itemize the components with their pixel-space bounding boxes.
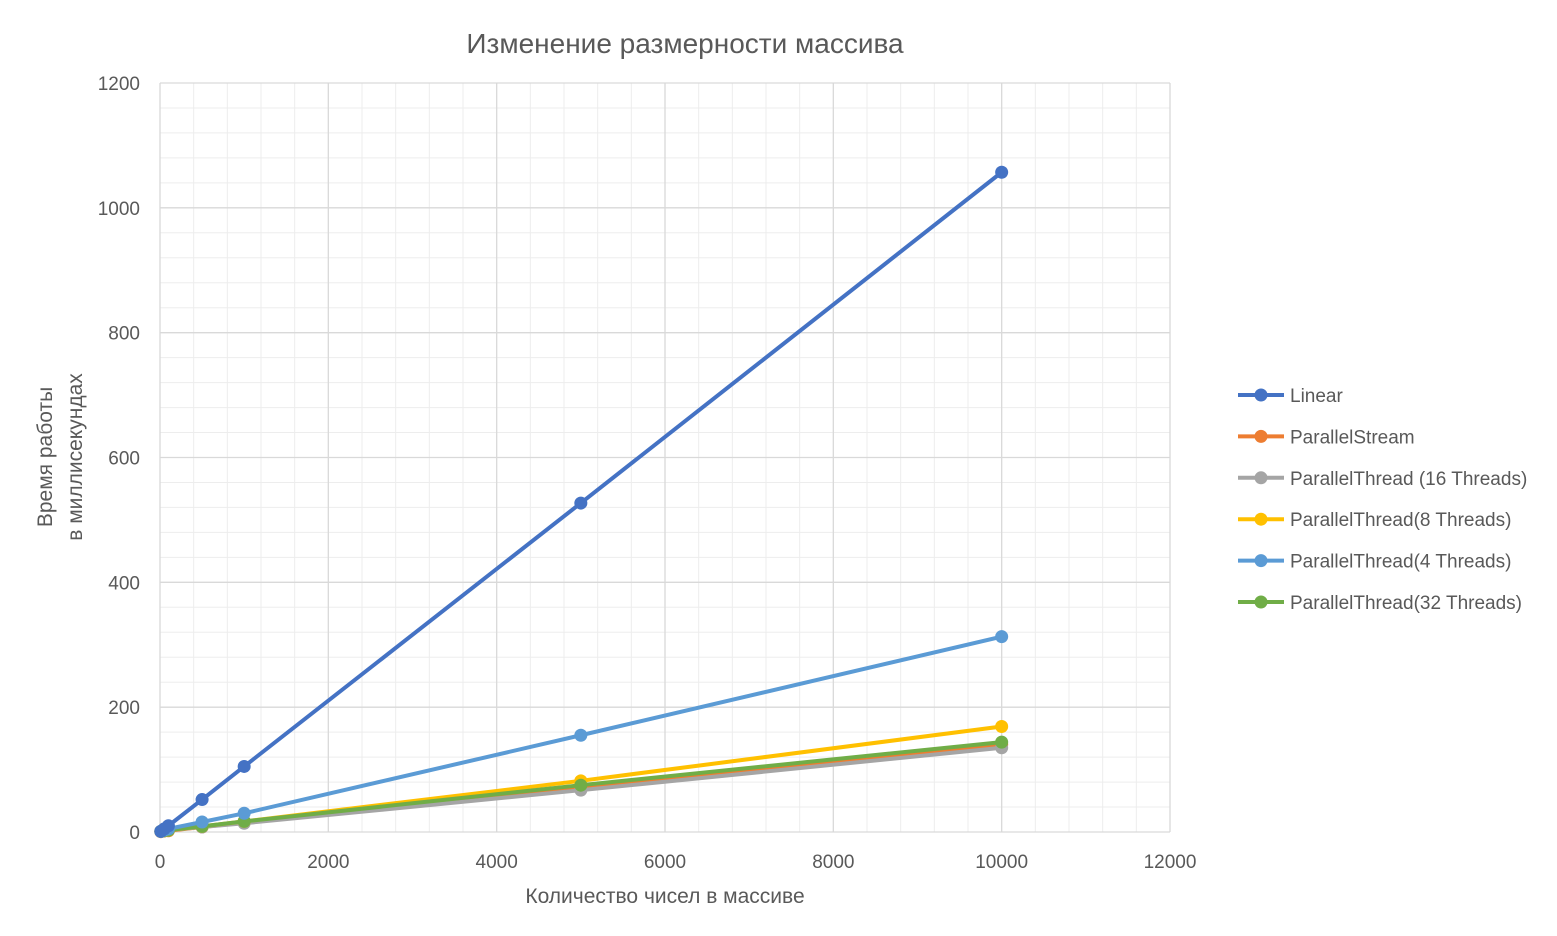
series-point [574,728,588,742]
y-axis-label-line-2: в миллисекундах [64,373,87,541]
y-tick-label: 800 [108,324,140,345]
legend-label: ParallelStream [1290,427,1415,448]
legend-marker [1254,471,1268,485]
legend-entry: ParallelStream [1238,427,1415,448]
legend-entry: ParallelThread(4 Threads) [1238,552,1511,573]
legend: Linear ParallelStream ParallelThread (16 T… [1238,386,1527,614]
series-0 [154,165,1009,838]
major-gridlines [159,82,1171,833]
series-point [161,819,175,833]
x-tick-label: 12000 [1144,852,1197,873]
chart-title: Изменение размерности массива [466,28,904,59]
series-layer [154,165,1009,839]
legend-marker [1254,429,1268,443]
x-tick-label: 0 [155,852,166,873]
y-tick-label: 200 [108,698,140,719]
series-5 [154,735,1009,838]
x-tick-label: 10000 [975,852,1028,873]
legend-entry: ParallelThread (16 Threads) [1238,469,1527,490]
x-tick-label: 4000 [476,852,518,873]
legend-entry: Linear [1238,386,1343,407]
series-point [237,806,251,820]
y-axis-ticks: 0 200 400 600 800 1000 1200 [98,74,140,844]
x-tick-label: 8000 [812,852,854,873]
series-point [574,496,588,510]
legend-label: ParallelThread(4 Threads) [1290,552,1511,573]
x-tick-label: 2000 [307,852,349,873]
series-point [995,720,1009,734]
series-point [995,165,1009,179]
legend-marker [1254,388,1268,402]
series-point [995,630,1009,644]
series-point [574,778,588,792]
y-tick-label: 400 [108,573,140,594]
series-point [195,793,209,807]
series-point [237,759,251,773]
legend-label: Linear [1290,386,1343,407]
y-axis-label-line-1: Время работы [34,387,57,527]
y-tick-label: 1200 [98,74,140,95]
x-axis-ticks: 0 2000 4000 6000 8000 10000 12000 [155,852,1197,873]
y-axis-label: Время работы в миллисекундах [34,373,87,541]
y-tick-label: 600 [108,449,140,470]
legend-label: ParallelThread(32 Threads) [1290,593,1522,614]
legend-marker [1254,554,1268,568]
legend-entry: ParallelThread(8 Threads) [1238,510,1511,531]
y-tick-label: 1000 [98,199,140,220]
legend-label: ParallelThread (16 Threads) [1290,469,1527,490]
legend-marker [1254,512,1268,526]
y-tick-label: 0 [129,823,140,844]
x-axis-label: Количество чисел в массиве [525,885,804,908]
series-point [195,815,209,829]
x-tick-label: 6000 [644,852,686,873]
legend-marker [1254,595,1268,609]
legend-entry: ParallelThread(32 Threads) [1238,593,1522,614]
legend-label: ParallelThread(8 Threads) [1290,510,1511,531]
series-point [995,735,1009,749]
